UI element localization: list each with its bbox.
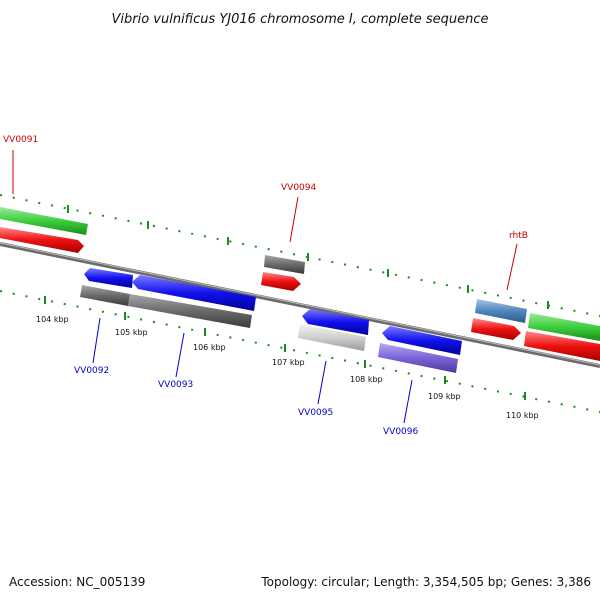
vv0091-cds-bar[interactable] — [0, 207, 88, 235]
vv0096-leader-line — [403, 379, 413, 424]
vv0092-cds-bar[interactable] — [80, 285, 130, 306]
chromosome-backbone — [0, 242, 600, 368]
vv0093-leader-line — [175, 332, 185, 378]
vv0095-label[interactable]: VV0095 — [298, 408, 333, 418]
vv0096-label[interactable]: VV0096 — [383, 427, 418, 437]
upper-tick-marks — [67, 205, 549, 309]
vv0093-gene-arrow[interactable] — [132, 275, 256, 311]
rhtb-label[interactable]: rhtB — [509, 231, 528, 241]
tick-label-107: 107 kbp — [272, 358, 305, 367]
accession-text: Accession: NC_005139 — [9, 575, 145, 589]
vv0094-leader-line — [289, 196, 299, 243]
vv0092-label[interactable]: VV0092 — [74, 366, 109, 376]
vv0094-cds-bar[interactable] — [264, 255, 305, 274]
vv0096-cds-bar[interactable] — [378, 343, 458, 373]
vv0095-leader-line — [317, 360, 327, 405]
vv0091-gene-arrow[interactable] — [0, 227, 84, 253]
vv0092-gene-arrow[interactable] — [84, 268, 133, 288]
next-gene-cds-bar[interactable] — [528, 313, 600, 341]
tick-label-105: 105 kbp — [115, 328, 148, 337]
tick-label-110: 110 kbp — [506, 411, 539, 420]
tick-label-109: 109 kbp — [428, 392, 461, 401]
vv0094-label[interactable]: VV0094 — [281, 183, 316, 193]
vv0093-label[interactable]: VV0093 — [158, 380, 193, 390]
vv0091-label[interactable]: VV0091 — [3, 135, 38, 145]
tick-label-106: 106 kbp — [193, 343, 226, 352]
vv0092-leader-line — [92, 317, 101, 364]
topology-text: Topology: circular; Length: 3,354,505 bp… — [260, 575, 591, 589]
lower-tick-marks — [44, 296, 526, 400]
vv0095-gene-arrow[interactable] — [302, 309, 369, 335]
vv0093-cds-bar[interactable] — [128, 294, 252, 328]
rhtb-cds-bar[interactable] — [475, 299, 527, 323]
map-title: Vibrio vulnificus YJ016 chromosome I, co… — [111, 12, 488, 27]
rhtb-leader-line — [506, 243, 518, 291]
vv0094-gene-arrow[interactable] — [261, 272, 301, 291]
tick-label-104: 104 kbp — [36, 315, 69, 324]
rhtb-gene-arrow[interactable] — [471, 318, 521, 340]
tick-label-108: 108 kbp — [350, 375, 383, 384]
next-gene-arrow[interactable] — [524, 331, 600, 361]
vv0096-gene-arrow[interactable] — [382, 326, 462, 355]
vv0095-cds-bar[interactable] — [298, 324, 366, 351]
